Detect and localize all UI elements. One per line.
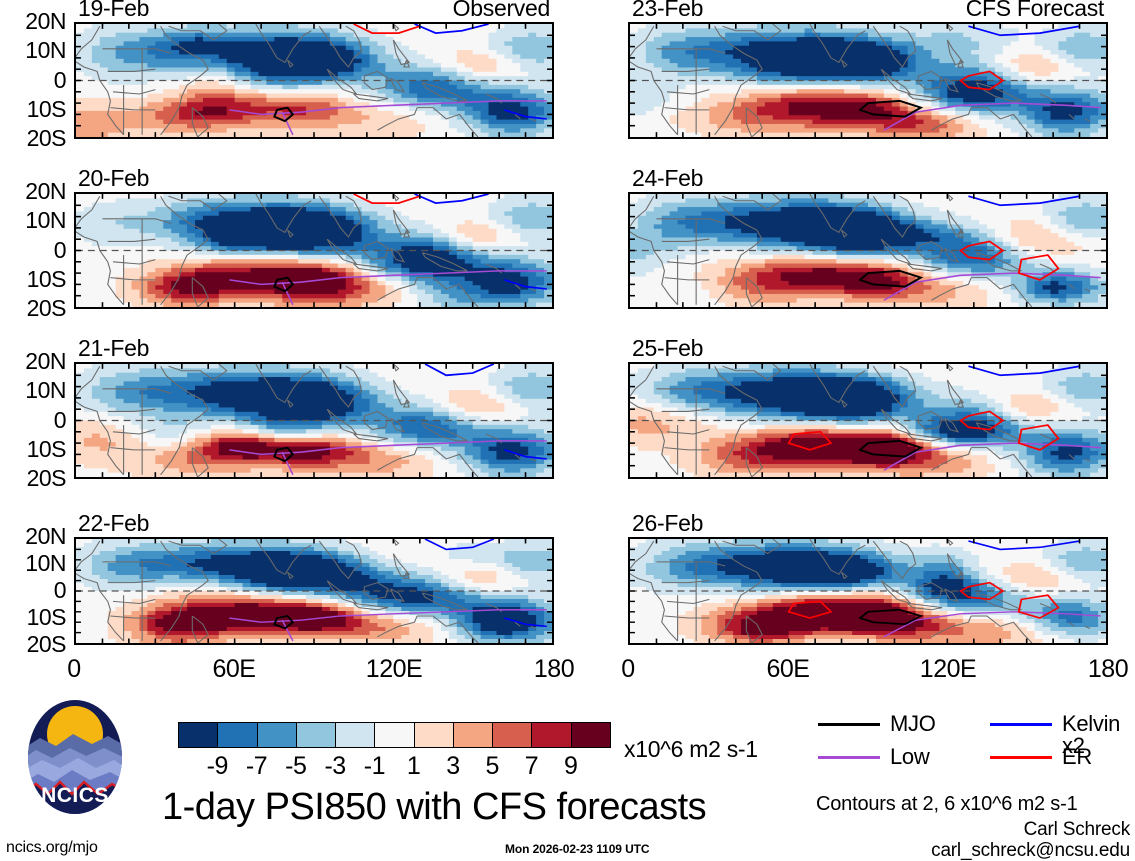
- map-panel[interactable]: [74, 537, 554, 645]
- panel-date-label: 20-Feb: [78, 165, 150, 191]
- colorbar-tick-label: 7: [524, 752, 539, 780]
- x-axis-label: 0: [621, 655, 635, 683]
- map-panel[interactable]: [628, 537, 1108, 645]
- colorbar-tick-label: 3: [446, 752, 460, 780]
- y-axis-label: 0: [53, 66, 67, 93]
- map-panel[interactable]: [628, 22, 1108, 139]
- x-axis-label: 180: [533, 655, 575, 683]
- colorbar: [178, 722, 611, 748]
- legend-swatch-er: [990, 756, 1052, 759]
- column-header: CFS Forecast: [965, 0, 1105, 21]
- legend-label-er: ER: [1062, 744, 1092, 769]
- y-axis-label: 10S: [26, 95, 67, 122]
- y-axis-label: 10S: [26, 265, 67, 292]
- author-name: Carl Schreck: [1023, 819, 1131, 840]
- y-axis-label: 0: [53, 577, 67, 603]
- ncics-logo: NCICS: [26, 698, 124, 816]
- y-axis-label: 0: [53, 406, 67, 433]
- colorbar-tick-label: 9: [563, 752, 578, 780]
- y-axis-label: 20N: [25, 178, 66, 204]
- colorbar-swatch: [178, 722, 219, 748]
- legend-swatch-mjo: [818, 723, 880, 726]
- colorbar-tick-label: -9: [206, 752, 229, 780]
- panel-date-label: 19-Feb: [78, 0, 150, 21]
- map-panel[interactable]: [74, 362, 554, 479]
- colorbar-swatch: [217, 722, 258, 748]
- legend-swatch-kelvin: [990, 723, 1052, 726]
- site-link[interactable]: ncics.org/mjo: [6, 839, 98, 856]
- colorbar-swatch: [295, 722, 337, 748]
- generation-timestamp: Mon 2026-02-23 1109 UTC: [505, 842, 650, 856]
- y-axis-label: 20S: [26, 125, 67, 151]
- colorbar-swatch: [492, 722, 533, 748]
- x-axis-label: 0: [67, 655, 81, 683]
- colorbar-swatch: [531, 722, 572, 748]
- colorbar-tick-label: 1: [406, 752, 421, 780]
- x-axis-label: 60E: [212, 655, 256, 683]
- chart-title: 1-day PSI850 with CFS forecasts: [162, 786, 707, 828]
- contours-note: Contours at 2, 6 x10^6 m2 s-1: [816, 793, 1078, 815]
- y-axis-label: 20S: [26, 465, 67, 491]
- panel-date-label: 21-Feb: [78, 335, 150, 361]
- y-axis-label: 20N: [25, 523, 66, 549]
- map-panel[interactable]: [628, 192, 1108, 309]
- y-axis-label: 10N: [25, 550, 66, 576]
- y-axis-label: 0: [53, 236, 67, 263]
- y-axis-label: 10N: [25, 377, 66, 404]
- panel-date-label: 26-Feb: [632, 510, 704, 536]
- legend-label-low: Low: [890, 744, 930, 769]
- panel-date-label: 24-Feb: [632, 165, 704, 191]
- author-email: carl_schreck@ncsu.edu: [931, 840, 1130, 861]
- colorbar-tick-label: 5: [485, 752, 499, 780]
- column-header: Observed: [452, 0, 551, 21]
- colorbar-tick-label: -5: [285, 752, 307, 780]
- colorbar-swatch: [335, 722, 376, 748]
- colorbar-swatch: [374, 722, 415, 748]
- colorbar-swatch: [452, 722, 494, 748]
- x-axis-label: 180: [1087, 655, 1129, 683]
- x-axis-label: 120E: [919, 655, 977, 683]
- colorbar-unit-label: x10^6 m2 s-1: [624, 736, 758, 762]
- y-axis-label: 10N: [25, 37, 66, 64]
- map-panel[interactable]: [628, 362, 1108, 479]
- colorbar-swatch: [570, 722, 611, 748]
- y-axis-label: 10S: [26, 604, 67, 630]
- colorbar-swatch: [256, 722, 297, 748]
- colorbar-tick-label: -3: [324, 752, 346, 780]
- y-axis-label: 20S: [26, 295, 67, 321]
- map-panel[interactable]: [74, 22, 554, 139]
- x-axis-label: 60E: [766, 655, 810, 683]
- legend-swatch-low: [818, 756, 880, 759]
- y-axis-label: 20N: [25, 8, 66, 34]
- panel-date-label: 25-Feb: [632, 335, 704, 361]
- y-axis-label: 10N: [25, 207, 66, 234]
- legend-label-kelvin: Kelvin x2: [1062, 711, 1121, 758]
- legend-label-mjo: MJO: [890, 711, 936, 736]
- colorbar-tick-label: -1: [363, 752, 386, 780]
- panel-date-label: 22-Feb: [78, 510, 150, 536]
- x-axis-label: 120E: [365, 655, 423, 683]
- map-panel[interactable]: [74, 192, 554, 309]
- y-axis-label: 20N: [25, 348, 66, 374]
- colorbar-tick-label: -7: [245, 752, 268, 780]
- panel-date-label: 23-Feb: [632, 0, 704, 21]
- y-axis-label: 10S: [26, 435, 67, 462]
- y-axis-label: 20S: [26, 631, 67, 657]
- colorbar-swatch: [413, 722, 454, 748]
